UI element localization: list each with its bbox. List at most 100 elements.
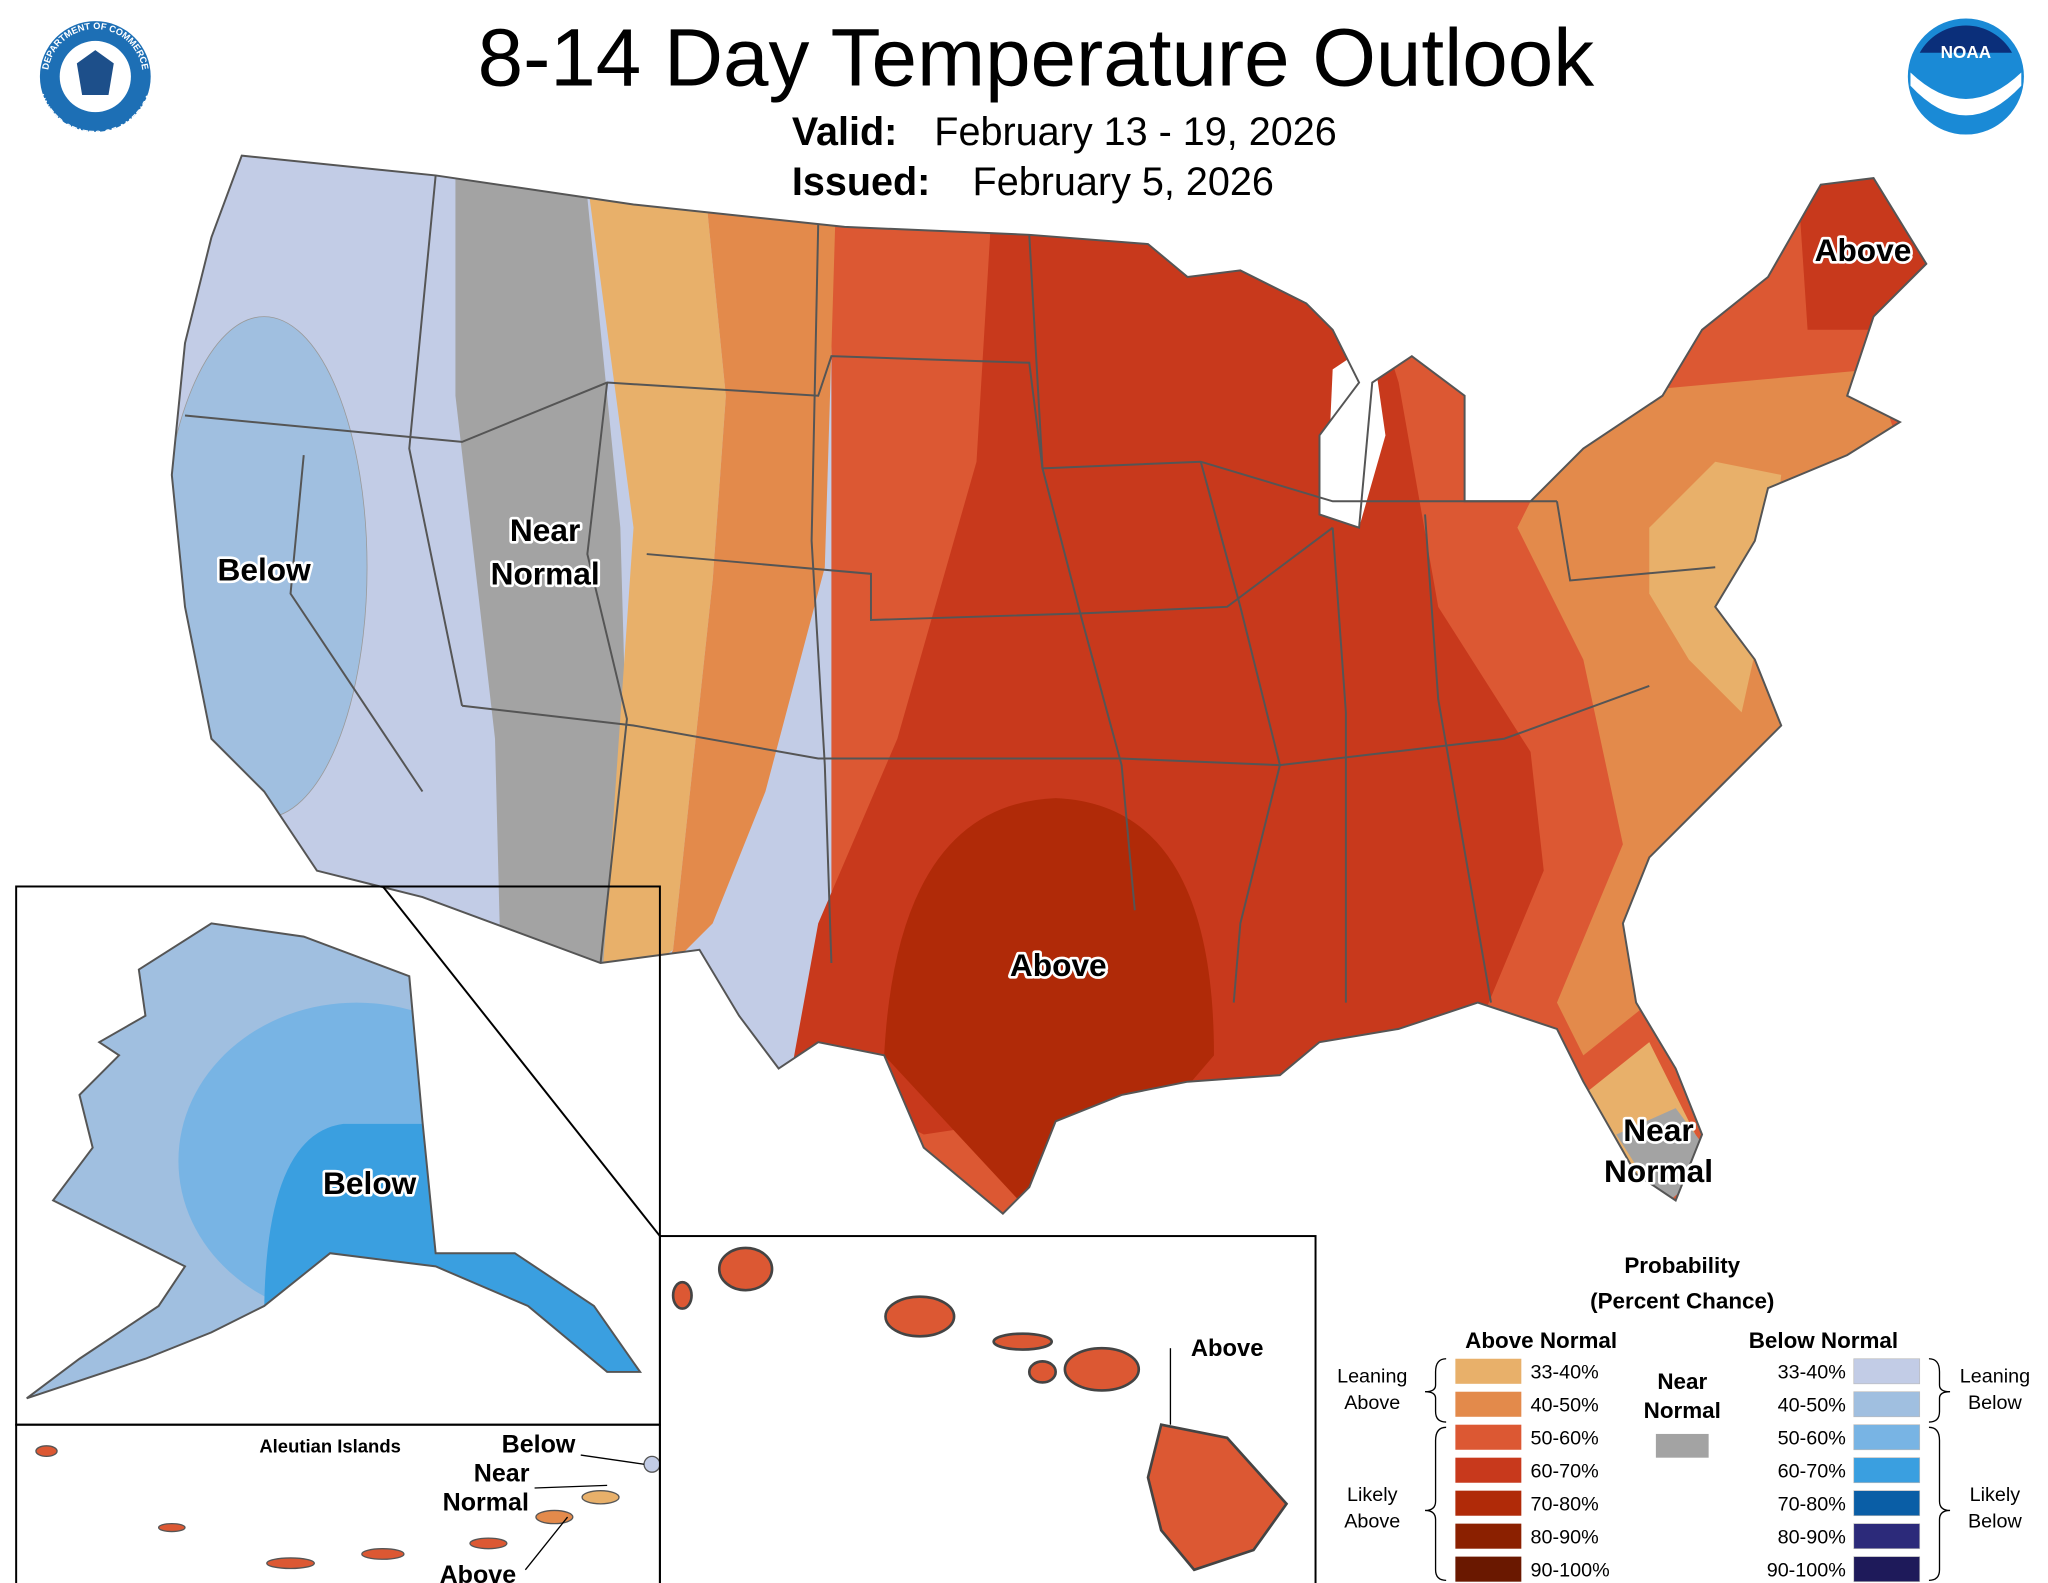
leader — [580, 1454, 645, 1465]
legend-header: Above Normal — [1465, 1328, 1617, 1353]
legend: Probability (Percent Chance) Above Norma… — [1337, 1253, 2030, 1583]
map-label: Below — [323, 1165, 417, 1201]
legend-header: Normal — [1644, 1398, 1721, 1423]
logo-top — [1919, 25, 2013, 53]
leader — [524, 1516, 569, 1571]
map-label: Normal — [491, 555, 600, 591]
state-line — [586, 382, 628, 964]
island — [266, 1557, 315, 1570]
alaska-outline — [26, 922, 643, 1400]
state-line — [810, 224, 833, 964]
legend-swatch — [1655, 1433, 1709, 1458]
legend-swatch — [1455, 1523, 1522, 1549]
legend-group: Above — [1344, 1511, 1400, 1533]
legend-header: Below Normal — [1749, 1328, 1898, 1353]
legend-label: 40-50% — [1778, 1395, 1846, 1417]
legend-group: Above — [1344, 1392, 1400, 1414]
island — [469, 1537, 508, 1550]
map-label: Above — [440, 1561, 517, 1583]
commerce-logo: DEPARTMENT OF COMMERCE UNITED STATES OF … — [36, 21, 155, 139]
logo-text: NOAA — [1941, 42, 1991, 62]
island — [992, 1332, 1054, 1351]
legend-label: 90-100% — [1531, 1559, 1610, 1581]
state-line — [1331, 527, 1347, 1003]
legend-swatch — [1455, 1457, 1522, 1483]
logo-emblem — [76, 50, 114, 95]
legend-group: Likely — [1347, 1484, 1398, 1506]
legend-swatch — [1853, 1358, 1921, 1385]
map-label: Aleutian Islands — [259, 1435, 401, 1456]
state-line — [1028, 234, 1136, 911]
island — [884, 1295, 956, 1338]
island — [535, 1509, 574, 1525]
bracket — [1928, 1426, 1951, 1582]
region — [1794, 155, 1927, 330]
legend-label: 50-60% — [1778, 1427, 1846, 1449]
legend-label: 60-70% — [1778, 1460, 1846, 1482]
legend-group: Below — [1968, 1511, 2023, 1533]
legend-group: Below — [1968, 1392, 2023, 1414]
hawaii-islands — [671, 1246, 1289, 1572]
aleutian-islands — [35, 1445, 661, 1570]
issued-label: Issued: — [792, 160, 931, 204]
state-line — [184, 355, 1557, 503]
bracket — [1928, 1358, 1951, 1423]
legend-swatch — [1455, 1556, 1522, 1582]
region — [580, 155, 726, 1003]
map-label: Near — [474, 1459, 530, 1487]
inset-connector — [382, 885, 661, 1237]
state-line — [408, 175, 464, 706]
noaa-logo: NOAA — [1907, 18, 2024, 135]
island — [717, 1246, 774, 1292]
legend-title: Probability — [1624, 1253, 1740, 1278]
map-label: Above — [1815, 232, 1912, 268]
map-label: Below — [218, 551, 312, 587]
legend-swatch — [1853, 1457, 1921, 1484]
legend-swatch — [1853, 1424, 1921, 1451]
island — [1027, 1360, 1057, 1384]
legend-label: 60-70% — [1531, 1460, 1599, 1482]
legend-swatch — [1853, 1490, 1921, 1517]
island — [35, 1445, 58, 1458]
bracket — [1425, 1426, 1447, 1582]
logo-wave — [1910, 72, 2022, 116]
leader — [534, 1484, 608, 1489]
state-line — [1555, 501, 1716, 582]
state-line — [646, 526, 1334, 622]
legend-title: (Percent Chance) — [1590, 1289, 1774, 1314]
state-line — [1199, 461, 1281, 1003]
map-label: Near — [510, 512, 580, 548]
legend-label: 50-60% — [1531, 1427, 1599, 1449]
valid-date: February 13 - 19, 2026 — [934, 110, 1336, 154]
region — [659, 155, 838, 977]
bracket — [1425, 1358, 1447, 1423]
legend-swatch — [1853, 1523, 1921, 1550]
legend-group: Leaning — [1960, 1365, 2030, 1387]
legend-group: Leaning — [1337, 1365, 1407, 1387]
island — [1063, 1346, 1141, 1392]
region — [455, 155, 634, 1003]
legend-swatch — [1455, 1490, 1522, 1516]
legend-label: 40-50% — [1531, 1395, 1599, 1417]
map-label: Normal — [1604, 1153, 1713, 1189]
issued-date: February 5, 2026 — [973, 160, 1274, 204]
legend-swatch — [1853, 1556, 1921, 1583]
map-label: Near — [1623, 1112, 1693, 1148]
state-line — [289, 455, 424, 793]
legend-swatch — [1455, 1424, 1522, 1450]
map-label: Above — [1191, 1336, 1264, 1362]
legend-group: Likely — [1970, 1484, 2021, 1506]
title: 8-14 Day Temperature Outlook — [478, 13, 1595, 104]
legend-label: 33-40% — [1778, 1362, 1846, 1384]
legend-label: 90-100% — [1767, 1559, 1846, 1581]
island — [1146, 1423, 1289, 1572]
island — [157, 1522, 186, 1533]
map-label: Normal — [443, 1488, 529, 1516]
valid-label: Valid: — [792, 110, 898, 154]
state-line — [1424, 514, 1492, 1003]
map-label: Below — [502, 1430, 576, 1458]
island — [361, 1548, 405, 1560]
legend-label: 70-80% — [1531, 1493, 1599, 1515]
